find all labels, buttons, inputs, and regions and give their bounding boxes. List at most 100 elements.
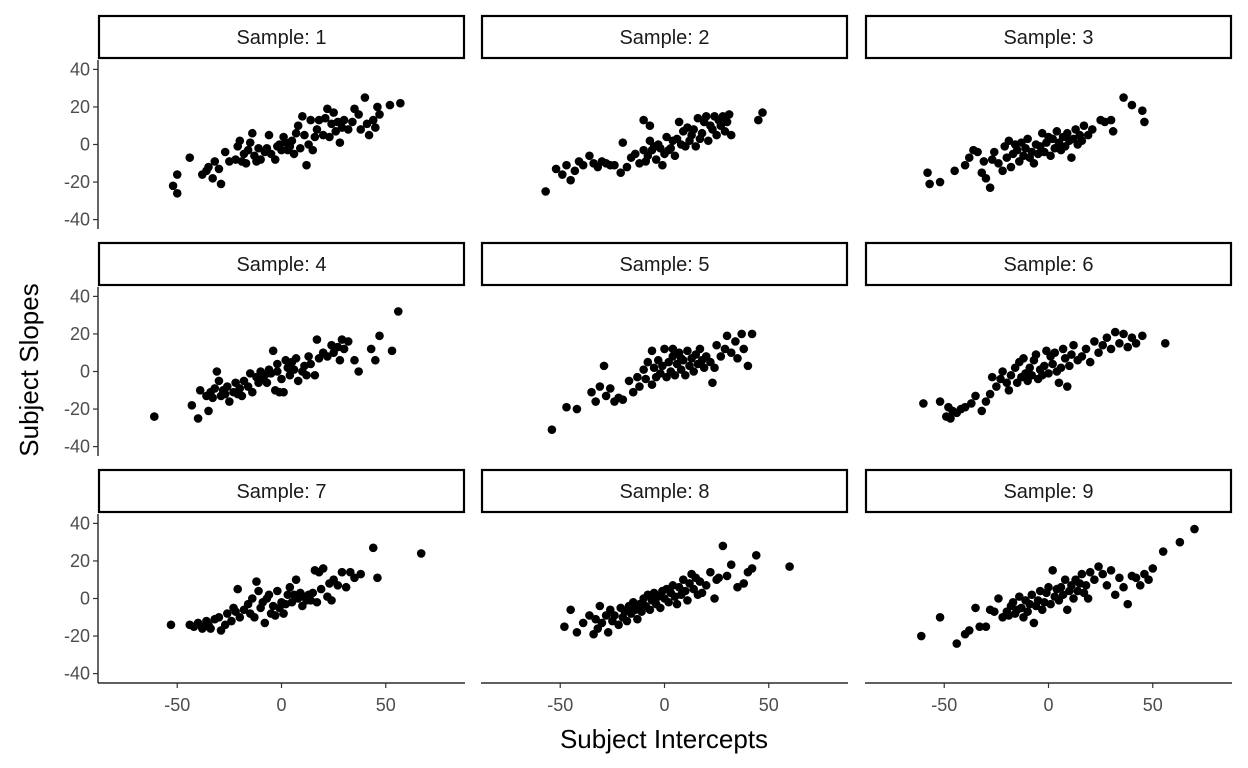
data-point xyxy=(720,127,730,136)
data-point xyxy=(643,357,653,367)
data-point xyxy=(185,153,195,162)
data-point xyxy=(1085,567,1095,577)
data-point xyxy=(327,596,336,605)
x-tick-label: 50 xyxy=(759,695,779,715)
data-point xyxy=(566,605,575,615)
data-point xyxy=(683,596,692,605)
data-point xyxy=(206,624,215,633)
x-tick-label: 0 xyxy=(1043,695,1053,715)
panel-8: Sample: 8 -50 0 50 xyxy=(480,468,849,715)
data-point xyxy=(220,389,230,399)
data-point xyxy=(354,367,363,376)
data-point xyxy=(1131,339,1141,348)
strip-label: Sample: 9 xyxy=(1003,481,1093,503)
data-point xyxy=(578,618,588,628)
data-point xyxy=(368,115,378,125)
data-point xyxy=(578,160,588,170)
data-point xyxy=(333,581,343,590)
data-point xyxy=(622,616,632,626)
data-point xyxy=(371,123,380,132)
data-point xyxy=(396,98,405,108)
data-point xyxy=(291,128,301,138)
data-point xyxy=(1046,151,1055,161)
data-point xyxy=(195,385,205,395)
data-point xyxy=(733,354,742,363)
data-point xyxy=(264,130,274,140)
data-point xyxy=(994,594,1003,603)
data-point xyxy=(605,384,615,393)
data-point xyxy=(356,569,366,579)
strip-box xyxy=(480,468,849,514)
strip-box xyxy=(864,14,1233,60)
data-point xyxy=(998,166,1007,176)
y-tick-label: 40 xyxy=(70,59,90,79)
data-point xyxy=(310,132,320,142)
data-point xyxy=(208,393,217,403)
data-point xyxy=(1040,147,1049,157)
data-point xyxy=(558,170,567,179)
data-point xyxy=(393,307,403,316)
data-point xyxy=(708,378,717,388)
data-point xyxy=(1046,599,1055,609)
data-point xyxy=(987,155,997,164)
data-point xyxy=(712,130,721,140)
data-point xyxy=(964,626,974,635)
data-point xyxy=(350,355,359,365)
data-point xyxy=(917,631,926,641)
data-point xyxy=(366,344,376,354)
data-point xyxy=(335,138,345,147)
y-tick-label: 40 xyxy=(70,286,90,306)
x-tick-label: -50 xyxy=(547,695,573,715)
data-point xyxy=(293,121,303,131)
data-point xyxy=(1025,363,1035,373)
data-point xyxy=(1087,125,1097,134)
data-point xyxy=(747,564,757,573)
data-point xyxy=(1006,162,1016,172)
data-point xyxy=(1062,128,1072,138)
data-point xyxy=(1062,382,1072,391)
data-point xyxy=(312,335,322,344)
panel-3: Sample: 3 xyxy=(864,14,1233,192)
data-point xyxy=(645,605,655,615)
data-point xyxy=(298,112,307,121)
data-point xyxy=(245,138,255,147)
data-point xyxy=(204,162,213,172)
data-point xyxy=(622,162,632,172)
y-tick-label: 0 xyxy=(80,135,90,155)
data-point xyxy=(1069,594,1078,603)
data-point xyxy=(1077,352,1087,361)
data-point xyxy=(664,597,673,607)
data-point xyxy=(287,597,297,607)
data-point xyxy=(547,425,557,435)
data-point xyxy=(985,389,995,399)
data-point xyxy=(308,145,318,155)
data-point xyxy=(1102,581,1112,590)
data-point xyxy=(658,160,667,170)
data-point xyxy=(681,370,690,380)
data-point xyxy=(150,412,159,421)
y-tick-label: -40 xyxy=(64,664,90,684)
data-point xyxy=(562,402,571,412)
data-point xyxy=(967,399,976,408)
data-point xyxy=(668,344,678,354)
data-point xyxy=(316,584,326,594)
data-point xyxy=(323,104,332,114)
y-tick-label: -20 xyxy=(64,172,90,192)
strip-box xyxy=(864,468,1233,514)
data-point xyxy=(981,397,991,406)
data-point xyxy=(639,365,648,374)
data-point xyxy=(726,348,736,358)
data-point xyxy=(1058,590,1068,600)
data-point xyxy=(1090,575,1099,585)
data-point xyxy=(273,367,282,376)
data-point xyxy=(1067,153,1076,162)
data-point xyxy=(651,155,661,164)
data-point xyxy=(1148,564,1158,573)
data-point xyxy=(656,369,665,378)
data-point xyxy=(264,590,274,600)
data-point xyxy=(662,132,671,142)
data-point xyxy=(312,597,322,607)
data-point xyxy=(718,541,728,551)
data-point xyxy=(560,622,569,631)
